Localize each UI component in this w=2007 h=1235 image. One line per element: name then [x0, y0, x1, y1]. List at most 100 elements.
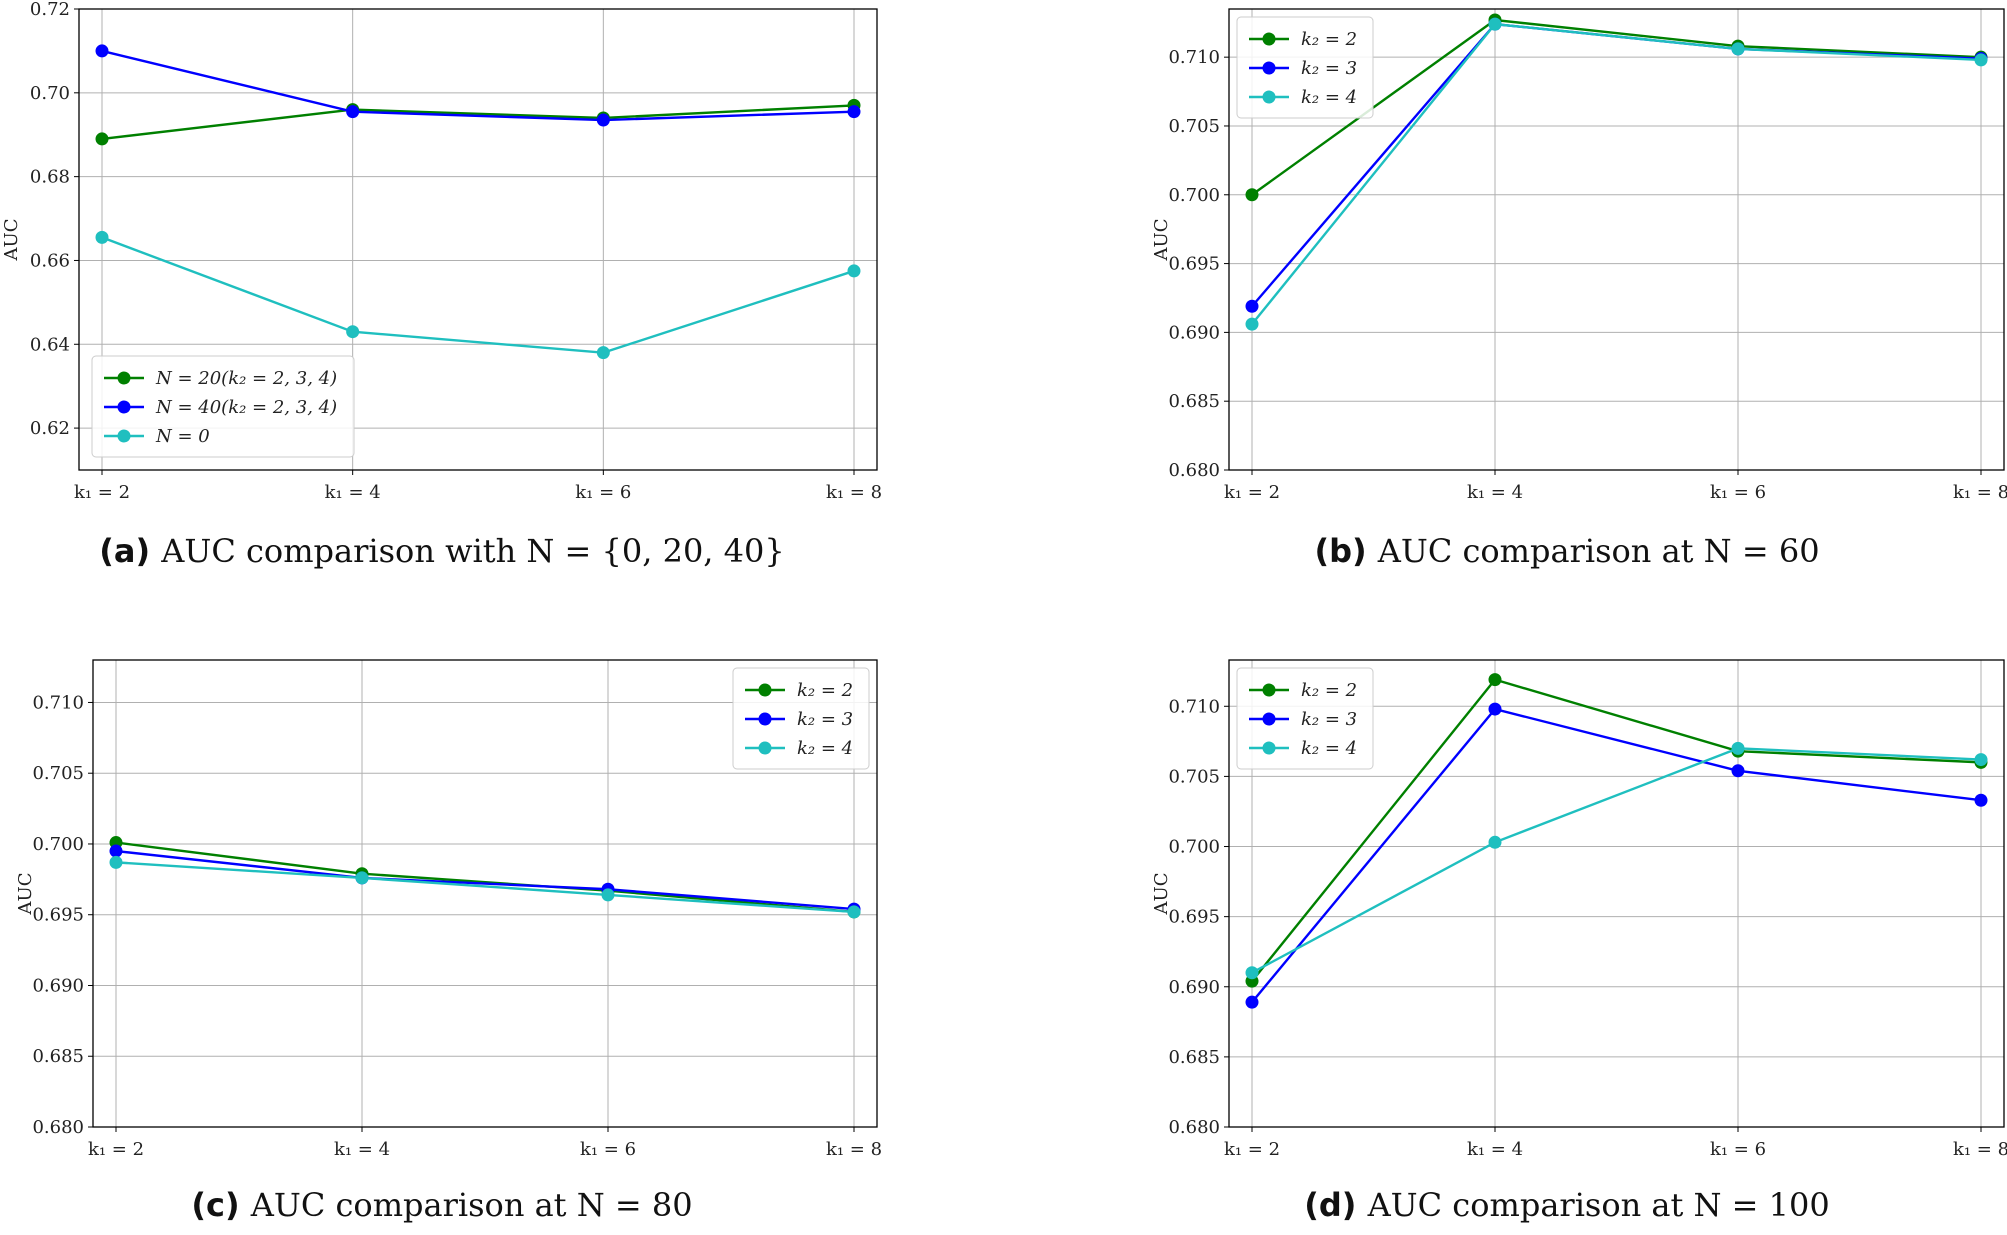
- x-tick-label: k₁ = 2: [74, 482, 130, 503]
- series-line-2: [101, 49, 855, 122]
- subfigure-caption: (b) AUC comparison at N = 60: [1314, 532, 1819, 570]
- legend: k₂ = 2 k₂ = 3 k₂ = 4: [1236, 16, 1374, 119]
- x-tick-label: k₁ = 4: [1467, 482, 1523, 503]
- x-tick-label: k₁ = 4: [334, 1139, 390, 1160]
- y-tick-label: 0.695: [1168, 907, 1220, 928]
- series-line-3: [115, 861, 855, 914]
- data-point: [346, 105, 360, 119]
- caption-letter: (a): [99, 532, 161, 570]
- data-point: [355, 871, 369, 885]
- legend: N = 20(k₂ = 2, 3, 4) N = 40(k₂ = 2, 3, 4)…: [91, 355, 355, 458]
- y-tick-label: 0.700: [32, 834, 84, 855]
- data-point: [1245, 966, 1259, 980]
- plot-frame: [92, 659, 878, 1128]
- series-line-1: [115, 841, 855, 914]
- legend-swatch-marker: [1262, 61, 1276, 75]
- x-tick-label: k₁ = 6: [1710, 1139, 1766, 1160]
- legend-entry-label: k₂ = 4: [797, 738, 853, 759]
- y-tick-label: 0.705: [32, 763, 84, 784]
- x-tick-label: k₁ = 4: [325, 482, 381, 503]
- plot-frame: [1228, 8, 2005, 471]
- y-tick-label: 0.705: [1168, 766, 1220, 787]
- legend-entry-label: N = 0: [155, 426, 210, 447]
- y-tick-label: 0.695: [32, 905, 84, 926]
- legend-box: [91, 355, 355, 458]
- legend-entry-label: k₂ = 4: [1301, 87, 1357, 108]
- caption-text: AUC comparison at N = 60: [1377, 532, 1820, 570]
- x-tick-label: k₁ = 2: [1224, 482, 1280, 503]
- data-point: [596, 113, 610, 127]
- legend-swatch-marker: [758, 741, 772, 755]
- y-tick-label: 0.685: [1168, 1047, 1220, 1068]
- data-point: [847, 264, 861, 278]
- data-point: [847, 905, 861, 919]
- caption-text: AUC comparison at N = 80: [250, 1186, 693, 1224]
- data-point: [346, 325, 360, 339]
- series-line-3: [1251, 22, 1982, 325]
- legend-swatch-marker: [758, 683, 772, 697]
- y-tick-label: 0.62: [30, 418, 70, 439]
- legend-swatch-marker: [1262, 32, 1276, 46]
- data-point: [95, 132, 109, 146]
- data-point: [1731, 764, 1745, 778]
- caption-letter: (c): [191, 1186, 250, 1224]
- legend-entry-label: k₂ = 3: [1301, 709, 1357, 730]
- y-tick-label: 0.700: [1168, 185, 1220, 206]
- y-tick-label: 0.685: [32, 1046, 84, 1067]
- y-tick-label: 0.680: [32, 1117, 84, 1138]
- data-point: [1731, 741, 1745, 755]
- series-line-1: [101, 104, 855, 141]
- legend-swatch-marker: [1262, 741, 1276, 755]
- chart-panel-c: 0.680 0.685 0.690 0.695 0.700 0.705 0.710 k₁ = …: [15, 659, 882, 1224]
- y-tick-label: 0.690: [1168, 322, 1220, 343]
- legend-entry-label: k₂ = 4: [1301, 738, 1357, 759]
- data-point: [601, 888, 615, 902]
- legend: k₂ = 2 k₂ = 3 k₂ = 4: [1236, 667, 1374, 770]
- y-tick-label: 0.72: [30, 0, 70, 20]
- y-tick-label: 0.68: [30, 167, 70, 188]
- y-tick-label: 0.64: [30, 334, 70, 355]
- x-tick-label: k₁ = 6: [580, 1139, 636, 1160]
- legend-swatch-marker: [758, 712, 772, 726]
- y-axis-label: AUC: [1, 219, 22, 262]
- legend-swatch-marker: [117, 429, 131, 443]
- legend-entry-label: k₂ = 2: [797, 680, 853, 701]
- series-line-2: [1251, 707, 1982, 1003]
- legend-entry-label: k₂ = 2: [1301, 680, 1357, 701]
- series-line-3: [101, 236, 855, 354]
- y-tick-label: 0.705: [1168, 116, 1220, 137]
- subfigure-caption: (c) AUC comparison at N = 80: [191, 1186, 692, 1224]
- y-tick-label: 0.690: [1168, 977, 1220, 998]
- data-point: [1974, 53, 1988, 67]
- chart-panel-d: 0.680 0.685 0.690 0.695 0.700 0.705 0.710 k₁ = …: [1151, 659, 2007, 1224]
- x-tick-label: k₁ = 2: [1224, 1139, 1280, 1160]
- legend-entry-label: k₂ = 2: [1301, 29, 1357, 50]
- y-tick-label: 0.680: [1168, 1117, 1220, 1138]
- y-tick-label: 0.685: [1168, 391, 1220, 412]
- y-tick-label: 0.700: [1168, 837, 1220, 858]
- data-point: [95, 44, 109, 58]
- legend-swatch-marker: [1262, 683, 1276, 697]
- data-point: [1245, 299, 1259, 313]
- x-tick-label: k₁ = 6: [1710, 482, 1766, 503]
- legend: k₂ = 2 k₂ = 3 k₂ = 4: [732, 667, 870, 770]
- series-line-2: [115, 849, 855, 911]
- y-tick-label: 0.695: [1168, 254, 1220, 275]
- y-axis-label: AUC: [15, 873, 36, 916]
- plot-frame: [78, 8, 878, 471]
- chart-panel-a: 0.62 0.64 0.66 0.68 0.70 0.72 k₁ = 2 k₁ = 4 k₁ =…: [1, 0, 882, 570]
- legend-swatch-marker: [1262, 90, 1276, 104]
- data-point: [596, 346, 610, 360]
- series-line-1: [1251, 678, 1982, 982]
- y-axis-label: AUC: [1151, 219, 1172, 262]
- y-tick-label: 0.710: [1168, 696, 1220, 717]
- data-point: [847, 105, 861, 119]
- data-point: [1488, 702, 1502, 716]
- y-tick-label: 0.70: [30, 83, 70, 104]
- plot-frame: [1228, 659, 2005, 1128]
- data-point: [1731, 42, 1745, 56]
- caption-text: AUC comparison at N = 100: [1367, 1186, 1830, 1224]
- caption-letter: (b): [1314, 532, 1377, 570]
- legend-swatch-marker: [117, 371, 131, 385]
- data-point: [109, 844, 123, 858]
